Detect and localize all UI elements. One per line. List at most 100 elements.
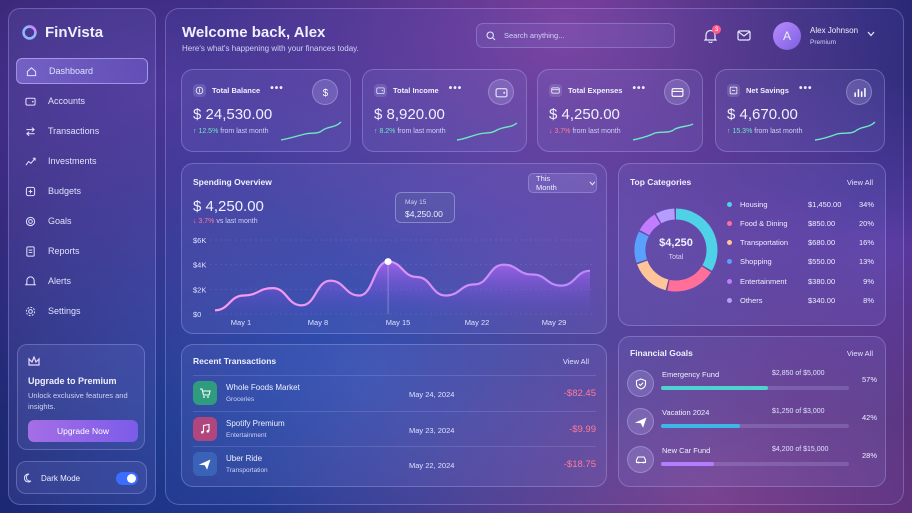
brand-name: FinVista (45, 24, 104, 41)
balance-icon (195, 86, 204, 95)
period-select[interactable]: This Month (528, 173, 597, 193)
transaction-row[interactable]: Spotify Premium Entertainment May 23, 2024… (193, 410, 596, 445)
goal-row[interactable]: Vacation 2024 $1,250 of $3,000 42% (627, 406, 877, 442)
donut-slice-entertainment[interactable] (639, 214, 661, 236)
stat-label: Total Expenses (568, 86, 623, 95)
legend-dot (727, 220, 732, 226)
dark-mode-label: Dark Mode (41, 474, 81, 483)
top-categories-view-all[interactable]: View All (846, 178, 873, 187)
category-name: Others (740, 296, 763, 305)
sidebar-item-goals[interactable]: Goals (16, 208, 148, 234)
donut-slice-transportation[interactable] (637, 260, 669, 291)
logo-icon (22, 25, 37, 40)
transfer-icon-wrap (24, 125, 36, 137)
sidebar-item-investments[interactable]: Investments (16, 148, 148, 174)
mail-icon[interactable] (737, 30, 751, 41)
category-amount: $380.00 (808, 276, 836, 286)
avatar[interactable]: A (773, 22, 801, 50)
top-categories-title: Top Categories (630, 177, 692, 187)
donut-slice-housing[interactable] (675, 208, 718, 271)
bell-icon (24, 275, 36, 285)
donut-slice-shopping[interactable] (634, 231, 649, 263)
category-amount: $1,450.00 (808, 199, 842, 209)
stat-card-net-savings[interactable]: Net Savings ••• $ 4,670.00 ↑ 15.3% from las… (715, 69, 885, 152)
donut-slice-food-dining[interactable] (667, 266, 712, 292)
recent-transactions-card: Recent Transactions View All Whole Foods… (181, 344, 607, 487)
goal-progress-fill (661, 424, 740, 428)
stat-change: ↑ 15.3% from last month (727, 128, 803, 135)
financial-goals-view-all[interactable]: View All (846, 349, 873, 358)
category-row[interactable]: Housing $1,450.00 34% (727, 198, 874, 210)
legend-dot (727, 259, 732, 265)
spending-change: ↓ 3.7% vs last month (193, 218, 258, 225)
chevron-down-icon[interactable] (867, 31, 875, 37)
gear-icon-wrap (24, 305, 36, 317)
sidebar-item-alerts[interactable]: Alerts (16, 268, 148, 294)
svg-text:$: $ (322, 87, 328, 98)
home-icon-wrap (25, 65, 37, 77)
upgrade-desc: Unlock exclusive features and insights. (28, 391, 128, 411)
bell-icon-wrap (24, 275, 36, 287)
more-options-icon[interactable]: ••• (270, 82, 284, 94)
goal-icon (627, 370, 654, 397)
stat-card-total-expenses[interactable]: Total Expenses ••• $ 4,250.00 ↓ 3.7% from l… (537, 69, 703, 152)
sidebar-item-dashboard[interactable]: Dashboard (16, 58, 148, 84)
stat-change-pct: 12.5% (198, 128, 219, 135)
transaction-row[interactable]: Whole Foods Market Groceries May 24, 2024 -… (193, 375, 596, 409)
category-row[interactable]: Others $340.00 8% (727, 295, 874, 307)
stat-badge: $ (312, 79, 338, 105)
goal-row[interactable]: Emergency Fund $2,850 of $5,000 57% (627, 368, 877, 404)
transaction-category: Entertainment (226, 431, 267, 439)
stat-card-total-income[interactable]: Total Income ••• $ 8,920.00 ↑ 8.2% from las… (362, 69, 527, 152)
toggle-knob (127, 474, 136, 483)
more-options-icon[interactable]: ••• (798, 82, 813, 94)
goal-percent: 42% (861, 413, 877, 422)
search-input[interactable]: Search anything... (476, 23, 675, 48)
sparkline (814, 121, 876, 141)
more-options-icon[interactable]: ••• (448, 82, 463, 94)
category-row[interactable]: Shopping $550.00 13% (727, 256, 874, 268)
category-row[interactable]: Food & Dining $850.00 20% (727, 217, 874, 229)
stat-value: $ 4,670.00 (727, 106, 798, 123)
sidebar-item-settings[interactable]: Settings (16, 298, 148, 324)
sparkline (280, 121, 342, 141)
sidebar-item-label: Goals (48, 216, 72, 226)
brand-logo[interactable]: FinVista (21, 24, 103, 41)
stat-change-suffix: from last month (570, 128, 621, 135)
recent-transactions-view-all[interactable]: View All (562, 357, 589, 366)
category-amount: $850.00 (808, 218, 836, 228)
stat-change: ↑ 12.5% from last month (193, 128, 269, 135)
transaction-row[interactable]: Uber Ride Transportation May 22, 2024 -$18.… (193, 446, 596, 480)
dark-mode-toggle[interactable] (116, 472, 138, 485)
transaction-category: Groceries (226, 396, 255, 403)
upgrade-now-button[interactable]: Upgrade Now (28, 420, 138, 442)
sidebar-item-reports[interactable]: Reports (16, 238, 148, 264)
goal-amount: $4,200 of $15,000 (772, 446, 829, 453)
transaction-name: Whole Foods Market (226, 383, 300, 392)
stat-card-total-balance[interactable]: Total Balance ••• $ 24,530.00 ↑ 12.5% from … (181, 69, 351, 152)
dollar-icon: $ (322, 87, 328, 98)
spending-value: $ 4,250.00 (193, 198, 264, 215)
plane-icon (634, 416, 647, 428)
goal-percent: 57% (861, 375, 877, 384)
sidebar-item-transactions[interactable]: Transactions (16, 118, 148, 144)
more-options-icon[interactable]: ••• (632, 82, 646, 94)
category-row[interactable]: Entertainment $380.00 9% (727, 275, 874, 287)
stat-change-suffix: from last month (218, 128, 269, 135)
sidebar-item-accounts[interactable]: Accounts (16, 88, 148, 114)
moon-icon (24, 473, 32, 483)
stat-label: Total Income (393, 86, 439, 95)
user-name[interactable]: Alex Johnson (810, 26, 859, 35)
chart-icon (25, 157, 36, 165)
donut-slice-others[interactable] (656, 208, 676, 224)
category-row[interactable]: Transportation $680.00 16% (727, 237, 874, 249)
category-percent: 8% (863, 296, 874, 305)
goal-name: Emergency Fund (662, 370, 720, 379)
stat-change-pct: 8.2% (379, 128, 396, 135)
goal-icon (627, 446, 654, 473)
crown-icon (28, 356, 40, 366)
sidebar-item-budgets[interactable]: Budgets (16, 178, 148, 204)
sidebar-item-label: Dashboard (49, 66, 94, 76)
goal-row[interactable]: New Car Fund $4,200 of $15,000 28% (627, 444, 877, 480)
transfer-icon (25, 126, 35, 136)
